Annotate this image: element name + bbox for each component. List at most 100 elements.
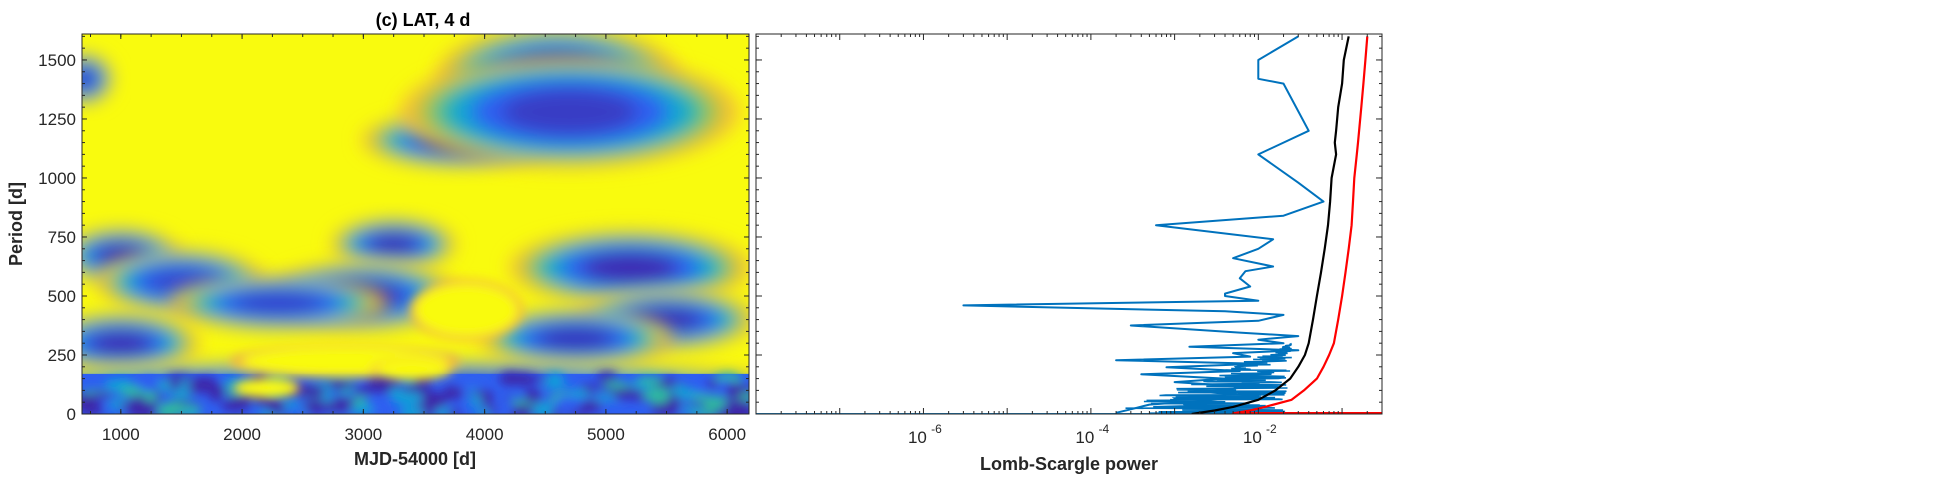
periodogram-x-tick-label: 10 [1243,428,1262,447]
heatmap-x-axis-title: MJD-54000 [d] [354,449,476,469]
periodogram-x-tick-label: 10 [908,428,927,447]
heatmap-speckle-cell [138,377,159,392]
heatmap-speckle-cell [294,384,324,391]
heatmap-contour [368,233,419,255]
heatmap-x-tick-label: 5000 [587,425,625,444]
periodogram-series-2 [1232,36,1376,414]
heatmap-speckle-cell [144,391,158,402]
heatmap-speckle-cell [118,402,141,409]
periodogram-x-tick-exponent: -6 [931,422,942,436]
heatmap-speckle-cell [89,392,113,399]
periodogram-blue-noise-line [1125,342,1293,414]
heatmap-low-power-region [330,218,457,271]
heatmap-speckle-cell [541,381,568,389]
periodogram-x-tick-exponent: -2 [1266,422,1277,436]
heatmap-speckle-cell [545,373,565,383]
heatmap-speckle-cell [415,401,445,410]
heatmap-speckle-cell [455,380,486,390]
heatmap-speckle-cell [176,405,202,412]
heatmap-high-power-regions [229,278,524,398]
heatmap-speckle-cell [726,382,744,399]
heatmap-axes: 1000 2000 3000 4000 5000 6000 0 250 500 750 1000 12… [38,34,749,444]
heatmap-speckle-cell [596,371,618,382]
heatmap-speckle-cell [158,408,172,414]
heatmap-speckle-cell [220,399,251,412]
heatmap-speckle-cell [509,404,534,414]
heatmap-speckle-cell [592,394,621,402]
heatmap-contour [234,291,323,315]
lomb-scargle-panel: 10 -6 10 -4 10 -2 Lomb-Scargle power [755,33,1383,474]
heatmap-x-tick-label: 3000 [344,425,382,444]
heatmap-y-tick-label: 0 [67,405,76,424]
heatmap-speckle-cell [304,399,327,414]
heatmap-speckle-cell [398,406,426,414]
wavelet-heatmap-panel: 1000 2000 3000 4000 5000 6000 0 250 500 750 1000 12… [6,33,750,469]
heatmap-speckle-cell [475,408,491,414]
heatmap-speckle-cell [680,406,706,413]
heatmap-speckle-cell [646,388,671,404]
heatmap-low-power-region [82,312,200,374]
heatmap-speckle-cell [724,399,749,409]
periodogram-series-1 [1191,36,1350,414]
heatmap-speckle-cell [497,399,515,414]
heatmap-low-power-region [169,274,388,332]
heatmap-speckle-cell [531,401,554,414]
heatmap-speckle-cell [267,401,286,414]
heatmap-x-tick-label: 6000 [708,425,746,444]
heatmap-x-tick-label: 1000 [102,425,140,444]
heatmap-low-power-region [399,55,740,169]
heatmap-speckle-cell [524,388,542,399]
heatmap-low-period-band [82,278,749,414]
heatmap-x-tick-label: 2000 [223,425,261,444]
heatmap-bright-zone [375,359,449,379]
panel-title: (c) LAT, 4 d [376,10,471,30]
periodogram-x-tick-exponent: -4 [1099,422,1110,436]
heatmap-speckle-cell [635,376,663,385]
heatmap-speckle-cell [468,395,483,407]
heatmap-speckle-cell [554,395,577,412]
periodogram-series-0 [962,35,1325,414]
heatmap-speckle [82,369,749,414]
heatmap-speckle-cell [603,381,630,389]
heatmap-speckle-cell [208,385,227,396]
heatmap-speckle-cell [392,391,424,406]
heatmap-speckle-cell [576,400,603,412]
heatmap-x-tick-label: 4000 [466,425,504,444]
heatmap-contour [89,330,153,356]
heatmap-speckle-cell [419,391,450,405]
periodogram-frame [755,33,1383,415]
heatmap-y-tick-label: 1250 [38,110,76,129]
periodogram-axes: 10 -6 10 -4 10 -2 [755,34,1382,447]
heatmap-speckle-cell [519,375,548,383]
heatmap-speckle-cell [702,396,728,410]
heatmap-speckle-cell [714,409,738,414]
periodogram-x-tick-label: 10 [1075,428,1094,447]
heatmap-speckle-cell [349,404,374,414]
heatmap-frame [81,33,750,415]
heatmap-speckle-cell [325,404,343,413]
heatmap-y-axis-title: Period [d] [6,182,26,266]
heatmap-speckle-cell [611,386,640,400]
heatmap-speckle-cell [706,379,720,388]
heatmap-contour [82,68,97,90]
heatmap-contour [536,326,615,351]
heatmap-y-tick-label: 1000 [38,169,76,188]
heatmap-bright-zone [236,379,297,397]
heatmap-speckle-cell [443,385,464,400]
heatmap-contour [581,252,679,283]
heatmap-y-tick-label: 1500 [38,51,76,70]
heatmap-low-power-region [478,307,673,370]
heatmap-speckle-cell [82,394,98,410]
periodogram-x-axis-title: Lomb-Scargle power [980,454,1158,474]
heatmap-speckle-cell [191,376,218,388]
heatmap-speckle-cell [169,381,182,390]
heatmap-y-tick-label: 750 [48,228,76,247]
heatmap-speckle-cell [353,386,375,395]
heatmap-speckle-cell [104,379,122,391]
heatmap-low-power-region [508,229,749,306]
heatmap-speckle-cell [164,373,194,381]
heatmap-y-tick-label: 250 [48,346,76,365]
heatmap-speckle-cell [170,392,193,400]
heatmap-low-power-region [82,52,114,105]
